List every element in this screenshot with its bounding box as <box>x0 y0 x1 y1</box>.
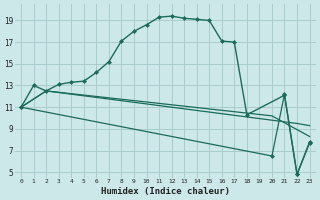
X-axis label: Humidex (Indice chaleur): Humidex (Indice chaleur) <box>101 187 230 196</box>
